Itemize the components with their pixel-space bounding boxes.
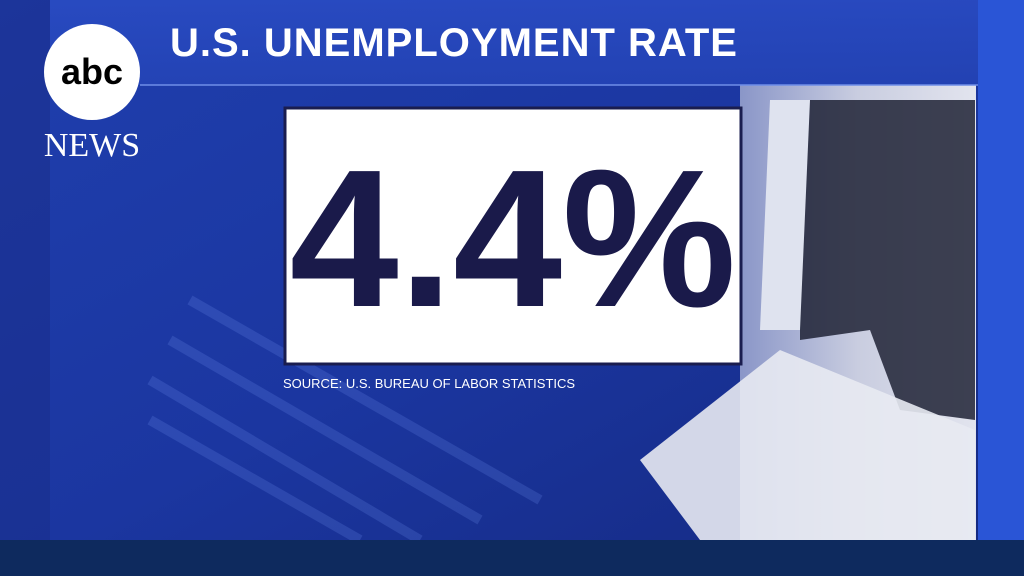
side-panel xyxy=(978,0,1024,540)
source-note: SOURCE: U.S. BUREAU OF LABOR STATISTICS xyxy=(283,376,575,391)
logo-circle xyxy=(44,24,140,120)
logo-mark: abc xyxy=(61,51,123,92)
stat-box xyxy=(283,106,743,366)
title-band xyxy=(50,0,978,85)
photo-clipboard xyxy=(640,350,975,540)
logo-label: NEWS xyxy=(44,127,140,164)
headline-title: U.S. UNEMPLOYMENT RATE xyxy=(170,21,738,65)
side-panel xyxy=(0,0,50,540)
photo-shirt xyxy=(760,100,810,330)
background-stripes xyxy=(147,295,543,545)
bottom-bar xyxy=(0,540,1024,576)
photo-suit xyxy=(800,100,975,420)
stat-value: 4.4% xyxy=(290,129,737,348)
